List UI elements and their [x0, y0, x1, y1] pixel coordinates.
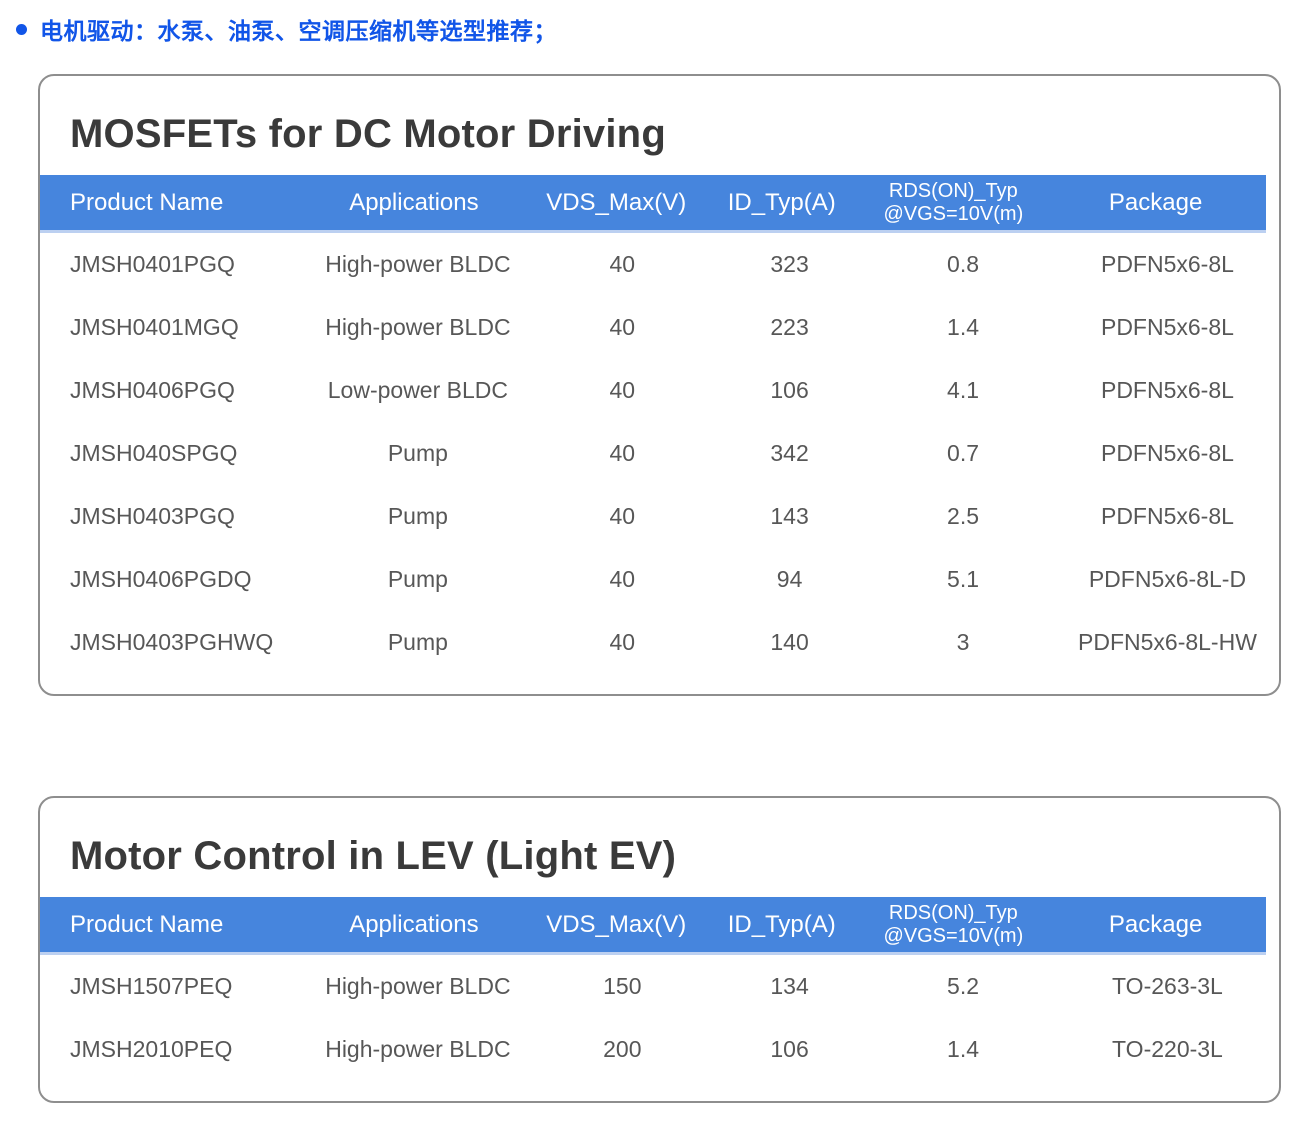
- cell-rds-on: 3: [956, 629, 970, 655]
- cell-vds-max: 150: [603, 973, 642, 999]
- col-header-rds-on-typ: RDS(ON)_Typ @VGS=10V(m): [861, 180, 1045, 226]
- cell-applications: Pump: [387, 503, 448, 529]
- cell-rds-on: 5.1: [947, 566, 980, 592]
- col-header-id-typ: ID_Typ(A): [727, 910, 836, 938]
- table-row: JMSH0406PGQ Low-power BLDC 40 106 4.1 PD…: [40, 359, 1279, 422]
- cell-id-typ: 140: [770, 629, 809, 655]
- col-header-vds-max: VDS_Max(V): [546, 188, 687, 216]
- cell-package: PDFN5x6-8L-D: [1088, 566, 1247, 592]
- table-body: JMSH0401PGQ High-power BLDC 40 323 0.8 P…: [40, 233, 1279, 674]
- bullet-header-text: 电机驱动：水泵、油泵、空调压缩机等选型推荐；: [40, 18, 557, 44]
- cell-rds-on: 4.1: [947, 377, 980, 403]
- cell-product-name: JMSH2010PEQ: [70, 1036, 233, 1062]
- cell-vds-max: 40: [609, 251, 636, 277]
- table-header-row: Product Name Applications VDS_Max(V) ID_…: [40, 175, 1266, 233]
- col-header-package: Package: [1108, 910, 1203, 938]
- rds-header-line2: @VGS=10V(m): [883, 924, 1024, 947]
- cell-id-typ: 323: [770, 251, 809, 277]
- cell-rds-on: 5.2: [947, 973, 980, 999]
- cell-rds-on: 2.5: [947, 503, 980, 529]
- col-header-product-name: Product Name: [70, 188, 224, 216]
- cell-product-name: JMSH1507PEQ: [70, 973, 233, 999]
- col-header-product-name: Product Name: [70, 910, 224, 938]
- table-row: JMSH0403PGHWQ Pump 40 140 3 PDFN5x6-8L-H…: [40, 611, 1279, 674]
- cell-package: PDFN5x6-8L: [1100, 440, 1234, 466]
- card-dc-motor-driving: MOSFETs for DC Motor Driving Product Nam…: [38, 74, 1281, 696]
- cell-product-name: JMSH0406PGDQ: [70, 566, 252, 592]
- cell-vds-max: 40: [609, 314, 636, 340]
- bullet-icon: [16, 23, 27, 35]
- cell-id-typ: 143: [770, 503, 809, 529]
- cell-product-name: JMSH0406PGQ: [70, 377, 235, 403]
- cell-id-typ: 134: [770, 973, 809, 999]
- cell-vds-max: 40: [609, 629, 636, 655]
- cell-package: TO-220-3L: [1112, 1036, 1223, 1062]
- cell-applications: Pump: [387, 566, 448, 592]
- table-body: JMSH1507PEQ High-power BLDC 150 134 5.2 …: [40, 955, 1279, 1081]
- cell-vds-max: 40: [609, 566, 636, 592]
- cell-rds-on: 0.8: [947, 251, 980, 277]
- table-row: JMSH0403PGQ Pump 40 143 2.5 PDFN5x6-8L: [40, 485, 1279, 548]
- cell-id-typ: 106: [770, 377, 809, 403]
- cell-product-name: JMSH0401MGQ: [70, 314, 239, 340]
- cell-package: PDFN5x6-8L: [1100, 251, 1234, 277]
- cell-vds-max: 200: [603, 1036, 642, 1062]
- bullet-header: 电机驱动：水泵、油泵、空调压缩机等选型推荐；: [16, 12, 1280, 46]
- cell-vds-max: 40: [609, 377, 636, 403]
- cell-rds-on: 0.7: [947, 440, 980, 466]
- table-row: JMSH0406PGDQ Pump 40 94 5.1 PDFN5x6-8L-D: [40, 548, 1279, 611]
- table-header-row: Product Name Applications VDS_Max(V) ID_…: [40, 897, 1266, 955]
- col-header-id-typ: ID_Typ(A): [727, 188, 836, 216]
- card-title: MOSFETs for DC Motor Driving: [70, 112, 666, 156]
- table-row: JMSH0401MGQ High-power BLDC 40 223 1.4 P…: [40, 296, 1279, 359]
- cell-rds-on: 1.4: [947, 1036, 980, 1062]
- cell-package: PDFN5x6-8L: [1100, 314, 1234, 340]
- cell-vds-max: 40: [609, 503, 636, 529]
- table-row: JMSH2010PEQ High-power BLDC 200 106 1.4 …: [40, 1018, 1279, 1081]
- table-row: JMSH0401PGQ High-power BLDC 40 323 0.8 P…: [40, 233, 1279, 296]
- rds-header-line1: RDS(ON)_Typ: [888, 179, 1018, 202]
- cell-package: TO-263-3L: [1112, 973, 1223, 999]
- cell-applications: High-power BLDC: [325, 973, 511, 999]
- cell-applications: High-power BLDC: [325, 314, 511, 340]
- cell-applications: Low-power BLDC: [327, 377, 509, 403]
- col-header-applications: Applications: [349, 188, 479, 216]
- col-header-package: Package: [1108, 188, 1203, 216]
- cell-package: PDFN5x6-8L: [1100, 377, 1234, 403]
- cell-id-typ: 106: [770, 1036, 809, 1062]
- cell-product-name: JMSH040SPGQ: [70, 440, 238, 466]
- cell-applications: Pump: [387, 629, 448, 655]
- cell-product-name: JMSH0403PGQ: [70, 503, 235, 529]
- rds-header-line1: RDS(ON)_Typ: [888, 901, 1018, 924]
- cell-product-name: JMSH0401PGQ: [70, 251, 235, 277]
- rds-header-line2: @VGS=10V(m): [883, 202, 1024, 225]
- cell-vds-max: 40: [609, 440, 636, 466]
- cell-id-typ: 223: [770, 314, 809, 340]
- card-motor-control-lev: Motor Control in LEV (Light EV) Product …: [38, 796, 1281, 1103]
- table-row: JMSH1507PEQ High-power BLDC 150 134 5.2 …: [40, 955, 1279, 1018]
- cell-id-typ: 342: [770, 440, 809, 466]
- cell-rds-on: 1.4: [947, 314, 980, 340]
- card-title: Motor Control in LEV (Light EV): [70, 834, 677, 878]
- cell-applications: High-power BLDC: [325, 1036, 511, 1062]
- cell-applications: High-power BLDC: [325, 251, 511, 277]
- cell-package: PDFN5x6-8L-HW: [1078, 629, 1257, 655]
- cell-product-name: JMSH0403PGHWQ: [70, 629, 274, 655]
- col-header-rds-on-typ: RDS(ON)_Typ @VGS=10V(m): [861, 902, 1045, 948]
- table-row: JMSH040SPGQ Pump 40 342 0.7 PDFN5x6-8L: [40, 422, 1279, 485]
- cell-id-typ: 94: [776, 566, 803, 592]
- cell-applications: Pump: [387, 440, 448, 466]
- col-header-applications: Applications: [349, 910, 479, 938]
- cell-package: PDFN5x6-8L: [1100, 503, 1234, 529]
- col-header-vds-max: VDS_Max(V): [546, 910, 687, 938]
